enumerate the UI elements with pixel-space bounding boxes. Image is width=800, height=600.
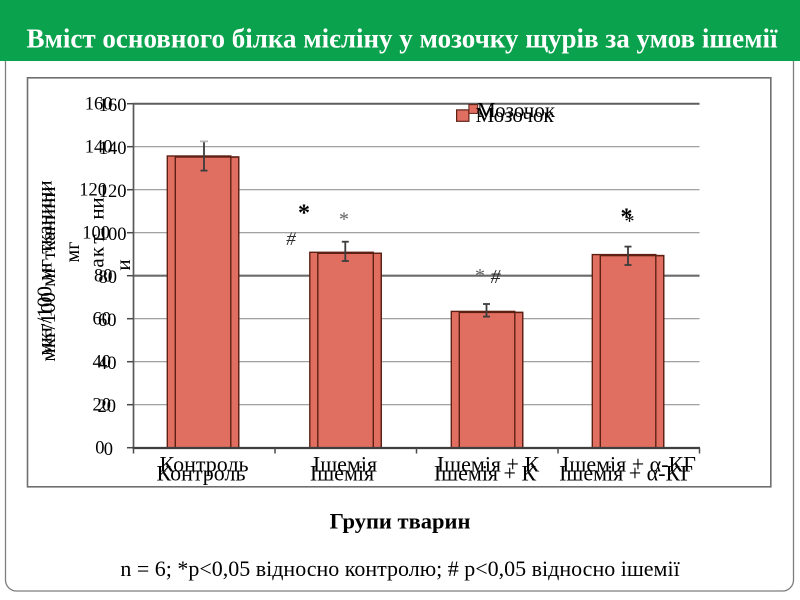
svg-text:Ішемія + α-КГ: Ішемія + α-КГ: [559, 460, 693, 485]
svg-text:*: *: [475, 265, 485, 287]
svg-text:0: 0: [95, 439, 104, 459]
svg-text:Ішемія + К: Ішемія + К: [434, 460, 537, 485]
svg-text:160: 160: [99, 96, 127, 116]
svg-text:Ішемія: Ішемія: [313, 452, 377, 477]
svg-text:Мозочок: Мозочок: [476, 103, 555, 127]
svg-text:120: 120: [99, 182, 127, 202]
svg-text:20: 20: [98, 397, 117, 417]
svg-text:мкг/100 мг тканини: мкг/100 мг тканини: [33, 180, 57, 355]
svg-text:*: *: [621, 205, 633, 231]
svg-text:и: и: [85, 197, 109, 208]
svg-text:160: 160: [85, 95, 113, 115]
svg-text:мг: мг: [62, 242, 84, 263]
svg-text:100: 100: [82, 224, 110, 244]
svg-text:#: #: [286, 229, 296, 250]
svg-text:120: 120: [79, 181, 107, 201]
svg-text:Мозочок: Мозочок: [477, 98, 556, 122]
svg-text:Контроль: Контроль: [160, 452, 249, 477]
svg-text:n = 6; *p<0,05 відносно контро: n = 6; *p<0,05 відносно контролю; # p<0,…: [120, 556, 680, 581]
svg-text:Ішемія + α-КГ: Ішемія + α-КГ: [562, 452, 696, 477]
svg-text:а: а: [85, 258, 109, 268]
svg-text:0: 0: [104, 440, 113, 460]
svg-text:Ішемія: Ішемія: [310, 460, 374, 485]
svg-text:*: *: [625, 211, 635, 233]
svg-text:#: #: [491, 266, 502, 288]
svg-text:60: 60: [98, 311, 117, 331]
svg-text:80: 80: [94, 267, 113, 287]
svg-text:н: н: [85, 208, 109, 219]
svg-text:140: 140: [99, 139, 127, 159]
svg-text:80: 80: [99, 268, 118, 288]
svg-text:Вміст основного білка мієліну: Вміст основного білка мієліну у мозочку …: [27, 24, 778, 54]
svg-text:*: *: [339, 209, 349, 231]
svg-text:т: т: [85, 234, 109, 243]
svg-text:к: к: [85, 246, 109, 257]
svg-text:Ішемія + К: Ішемія + К: [437, 452, 540, 477]
svg-text:мкг/100 мг тканини: мкг/100 мг тканини: [36, 186, 60, 361]
svg-text:60: 60: [93, 310, 112, 330]
svg-text:и: и: [111, 259, 135, 270]
svg-text:Контроль: Контроль: [157, 460, 246, 485]
svg-text:140: 140: [85, 138, 113, 158]
svg-text:*: *: [298, 201, 310, 227]
svg-text:40: 40: [93, 353, 112, 373]
svg-text:Групи тварин: Групи тварин: [330, 509, 471, 534]
svg-text:100: 100: [99, 225, 127, 245]
svg-text:40: 40: [98, 354, 117, 374]
svg-text:20: 20: [93, 396, 112, 416]
